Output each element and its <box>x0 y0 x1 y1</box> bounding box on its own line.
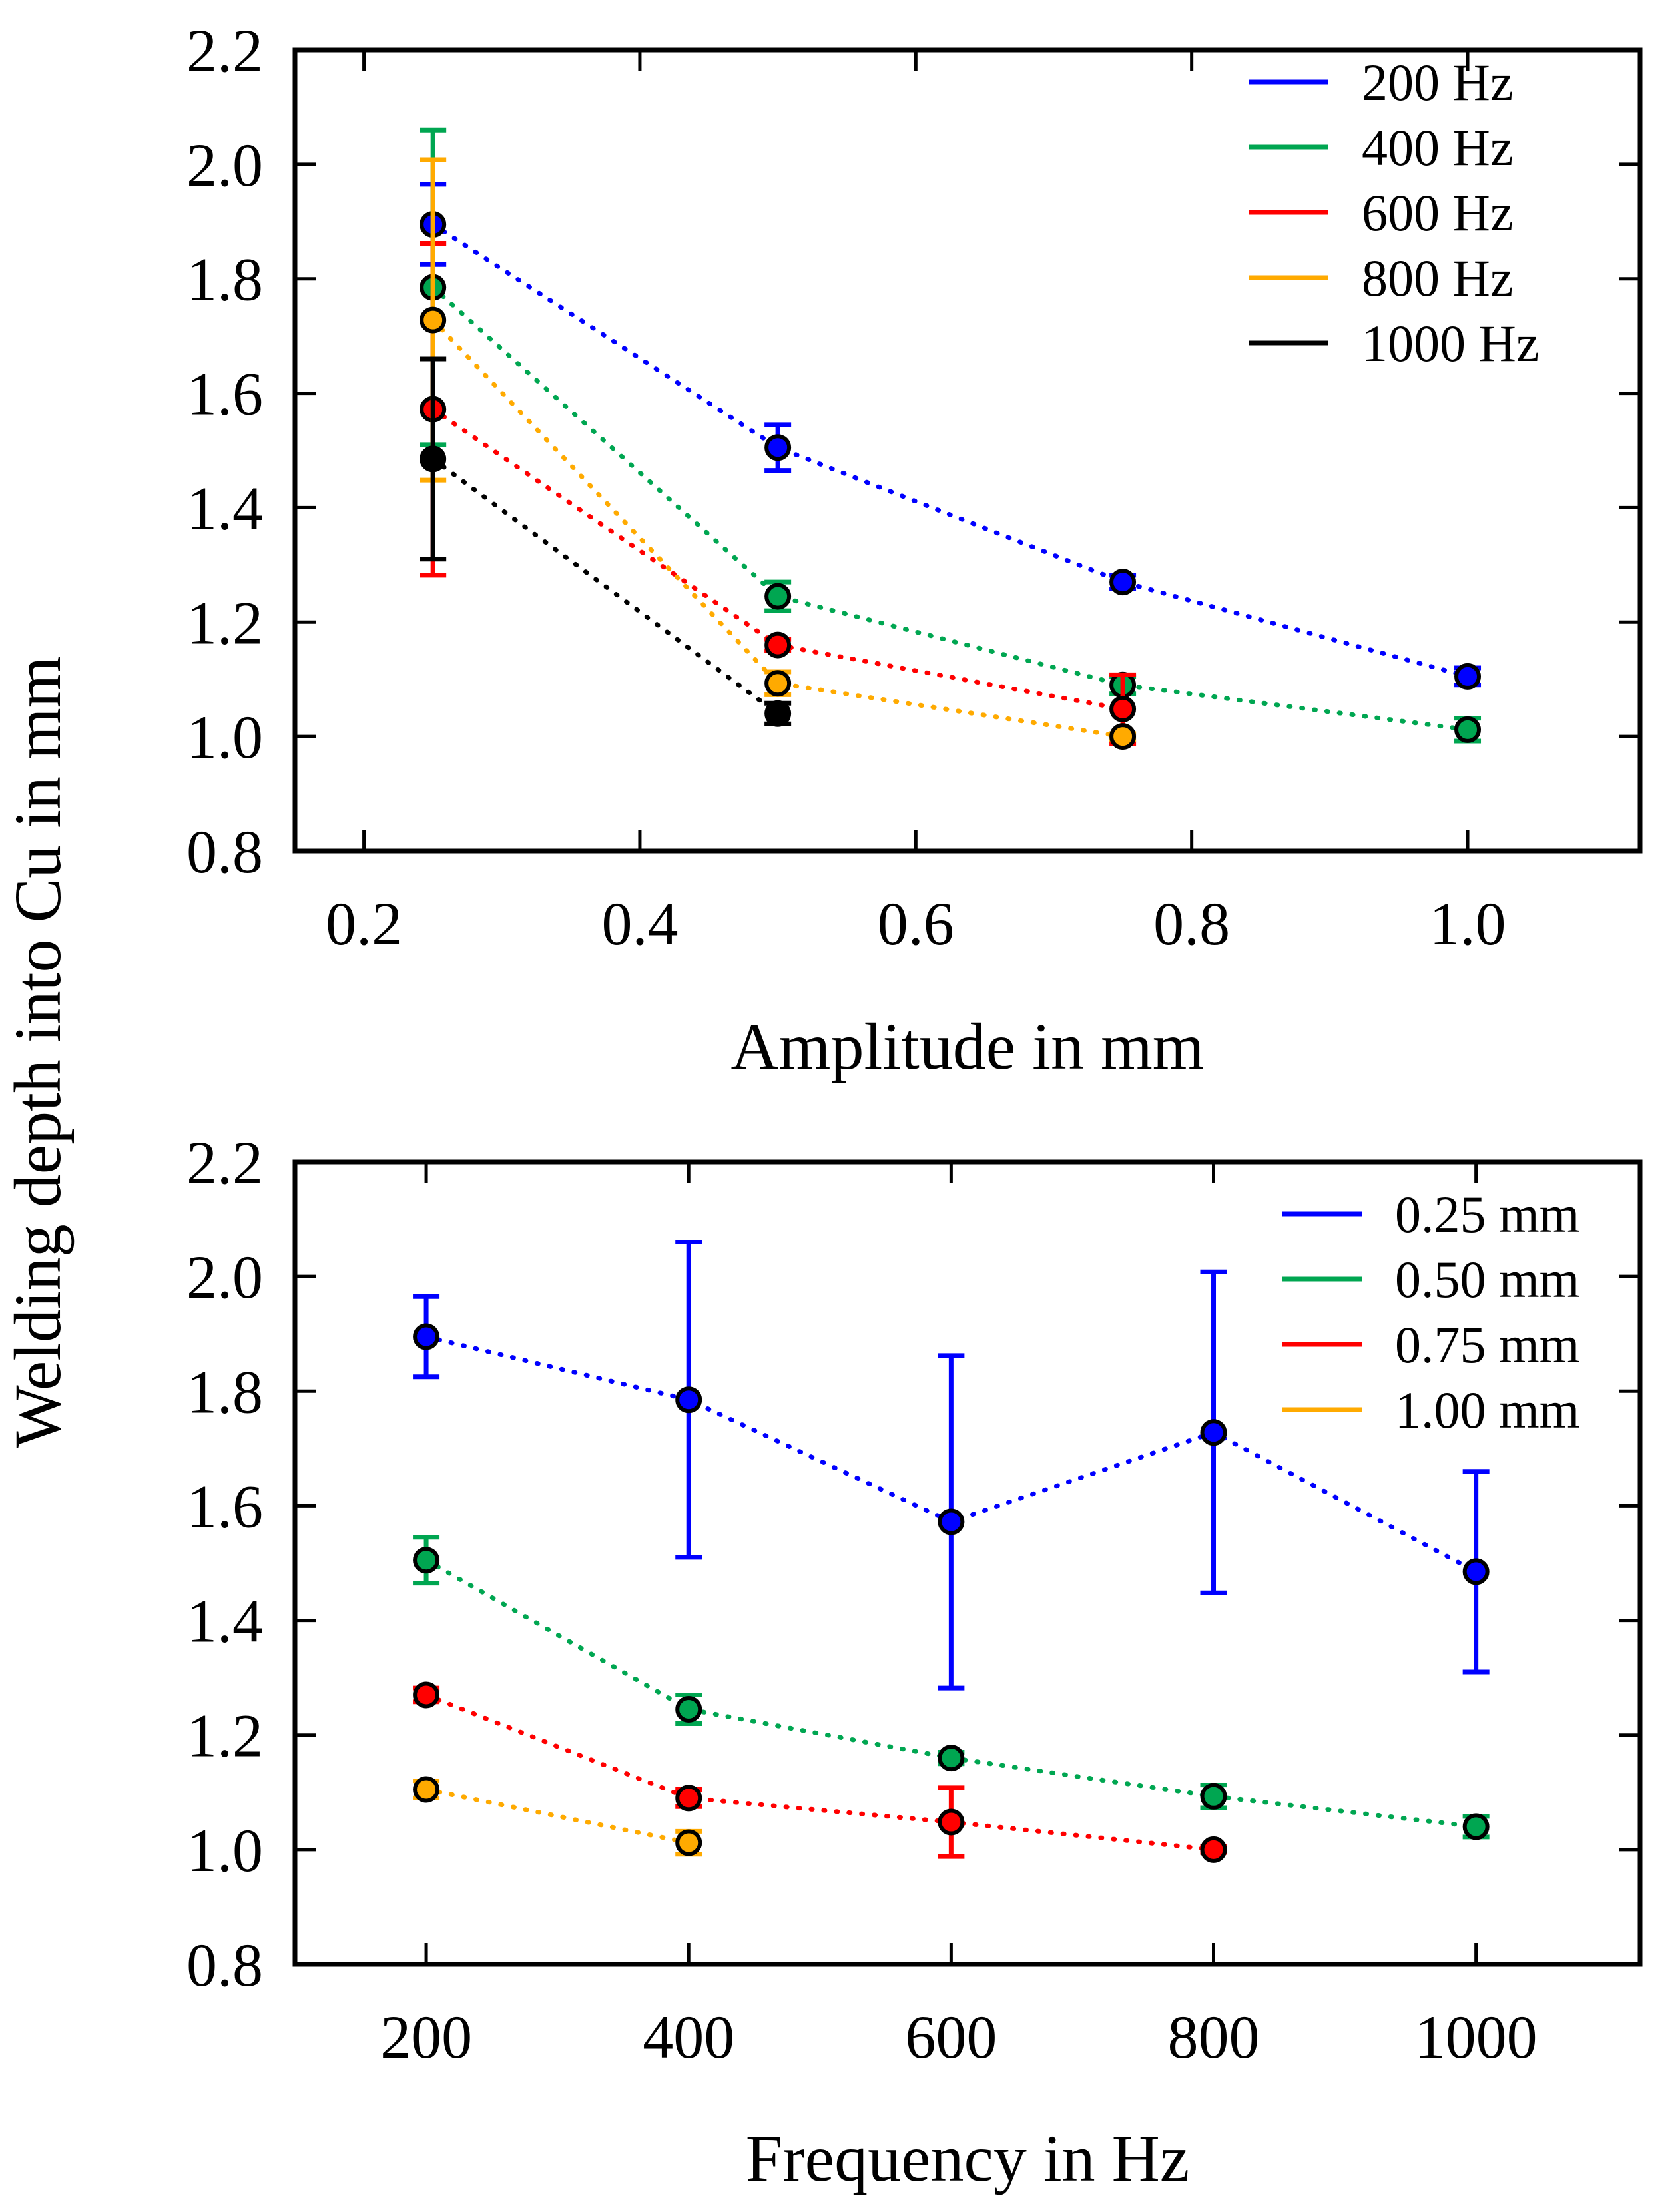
x-tick-label: 0.6 <box>878 890 954 958</box>
y-tick-label: 1.2 <box>186 589 263 657</box>
data-point <box>764 434 792 461</box>
data-point <box>764 583 792 610</box>
data-point <box>413 1323 440 1350</box>
series-line <box>430 222 1470 679</box>
data-point <box>1454 716 1482 743</box>
data-point <box>1462 1558 1490 1585</box>
series-line <box>423 1787 691 1845</box>
y-tick-label: 2.0 <box>186 1243 263 1311</box>
series-line <box>430 456 780 716</box>
data-point <box>413 1547 440 1574</box>
y-tick-label: 2.0 <box>186 131 263 199</box>
legend-label: 600 Hz <box>1362 184 1513 242</box>
data-point <box>938 1745 965 1772</box>
legend-label: 0.50 mm <box>1395 1250 1579 1308</box>
data-point <box>1454 663 1482 690</box>
data-point <box>420 445 447 473</box>
y-tick-label: 1.6 <box>186 1472 263 1540</box>
legend-label: 0.25 mm <box>1395 1185 1579 1243</box>
plot-frame <box>292 47 1643 854</box>
x-tick-label: 0.8 <box>1153 890 1230 958</box>
data-point <box>675 1829 702 1856</box>
x-tick-label: 0.2 <box>326 890 402 958</box>
data-point <box>675 1386 702 1414</box>
x-tick-label: 800 <box>1168 2003 1260 2071</box>
x-tick-label: 1.0 <box>1430 890 1506 958</box>
data-point <box>675 1695 702 1723</box>
frequency-chart: 200 400 600 800 1000 0.8 1.0 1.2 1.4 1.6 1.8 2.0 2.2… <box>186 1129 1643 2195</box>
data-point <box>1462 1813 1490 1840</box>
y-tick-label: 0.8 <box>186 818 263 886</box>
x-tick-label: 1000 <box>1415 2003 1538 2071</box>
y-tick-label: 0.8 <box>186 1931 263 1999</box>
y-tick-label: 1.2 <box>186 1702 263 1770</box>
y-tick-label: 1.8 <box>186 1358 263 1426</box>
data-point <box>764 631 792 659</box>
data-point <box>1109 695 1137 722</box>
y-tick-label: 2.2 <box>186 1129 263 1197</box>
legend-label: 1.00 mm <box>1395 1381 1579 1439</box>
x-tick-label: 0.4 <box>601 890 678 958</box>
legend-label: 200 Hz <box>1362 53 1513 111</box>
y-tick-label: 1.0 <box>186 703 263 771</box>
y-tick-label: 1.8 <box>186 246 263 314</box>
amplitude-chart: 0.2 0.4 0.6 0.8 1.0 0.8 1.0 1.2 1.4 1.6 1.8 2.0 2.2 A… <box>186 17 1643 1083</box>
series-line <box>423 1693 1216 1852</box>
x-tick-label: 200 <box>380 2003 472 2071</box>
legend-label: 800 Hz <box>1362 249 1513 307</box>
shared-y-axis-title: Welding depth into Cu in mm <box>1 656 75 1448</box>
y-tick-label: 2.2 <box>186 17 263 85</box>
data-point <box>1109 569 1137 596</box>
data-point <box>413 1776 440 1803</box>
data-point <box>675 1785 702 1812</box>
data-point <box>1200 1419 1227 1446</box>
x-tick-label: 400 <box>643 2003 734 2071</box>
legend-label: 0.75 mm <box>1395 1316 1579 1374</box>
y-tick-label: 1.4 <box>186 1587 263 1655</box>
y-tick-label: 1.0 <box>186 1816 263 1884</box>
data-point <box>413 1681 440 1709</box>
data-point <box>938 1808 965 1836</box>
data-point <box>1200 1836 1227 1863</box>
data-point <box>764 700 792 727</box>
series-line <box>430 285 1470 732</box>
data-point <box>938 1508 965 1535</box>
x-axis-title: Frequency in Hz <box>746 2121 1189 2195</box>
data-point <box>1109 723 1137 750</box>
y-tick-label: 1.6 <box>186 360 263 428</box>
data-point <box>420 306 447 334</box>
data-point <box>764 670 792 697</box>
plot-frame <box>292 1159 1643 1967</box>
legend-label: 1000 Hz <box>1362 314 1539 372</box>
x-tick-label: 600 <box>905 2003 997 2071</box>
x-axis-title: Amplitude in mm <box>730 1009 1204 1083</box>
y-tick-label: 1.4 <box>186 474 263 542</box>
series-line <box>430 318 1125 739</box>
data-point <box>1200 1783 1227 1810</box>
legend-label: 400 Hz <box>1362 119 1513 176</box>
